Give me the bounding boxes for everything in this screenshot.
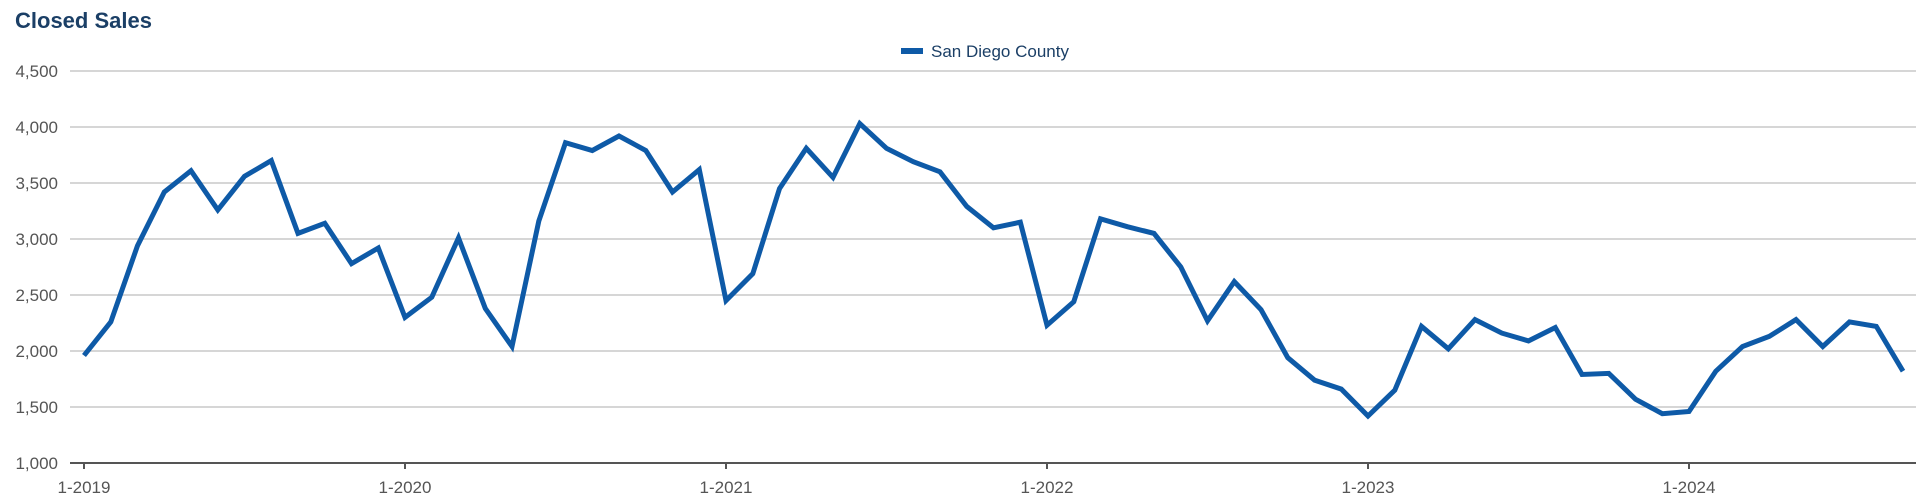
y-tick-label: 1,500: [15, 398, 58, 417]
legend: San Diego County: [901, 42, 1069, 61]
grid-lines: [70, 70, 1916, 408]
y-axis-ticks: 1,000 1,500 2,000 2,500 3,000 3,500 4,000 4,500: [15, 62, 58, 473]
x-tick-label: 1-2019: [58, 478, 111, 497]
x-tick-label: 1-2023: [1342, 478, 1395, 497]
x-tick-label: 1-2020: [379, 478, 432, 497]
x-tick-label: 1-2024: [1663, 478, 1716, 497]
chart-title: Closed Sales: [15, 8, 152, 33]
y-tick-label: 3,500: [15, 174, 58, 193]
legend-label: San Diego County: [931, 42, 1069, 61]
x-tick-label: 1-2022: [1021, 478, 1074, 497]
y-tick-label: 4,000: [15, 118, 58, 137]
series-lines: [82, 119, 1906, 420]
y-tick-label: 1,000: [15, 454, 58, 473]
series-line: [82, 119, 1906, 420]
x-tick-label: 1-2021: [700, 478, 753, 497]
y-tick-label: 2,500: [15, 286, 58, 305]
y-tick-label: 3,000: [15, 230, 58, 249]
y-tick-label: 2,000: [15, 342, 58, 361]
y-tick-label: 4,500: [15, 62, 58, 81]
x-axis: 1-2019 1-2020 1-2021 1-2022 1-2023 1-2024: [58, 462, 1916, 497]
